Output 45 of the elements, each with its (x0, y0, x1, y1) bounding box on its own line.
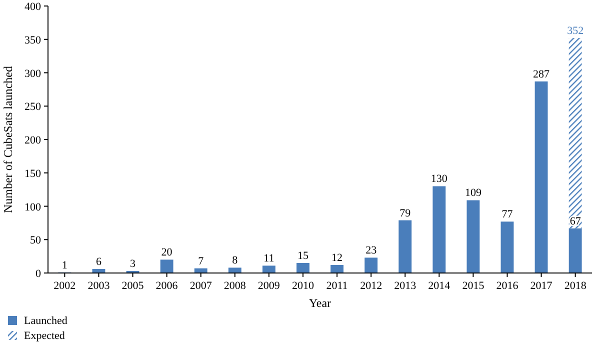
legend-label: Launched (24, 315, 68, 327)
data-label: 287 (533, 68, 550, 80)
x-tick-label: 2008 (224, 280, 246, 292)
y-axis-title: Number of CubeSats launched (1, 66, 15, 213)
y-tick-label: 200 (24, 134, 42, 146)
y-tick-label: 0 (36, 268, 42, 280)
x-tick-label: 2014 (428, 280, 451, 292)
x-tick-label: 2010 (292, 280, 314, 292)
x-tick-label: 2005 (122, 280, 144, 292)
x-tick-label: 2006 (156, 280, 178, 292)
x-tick-label: 2013 (394, 280, 417, 292)
data-label: 11 (264, 252, 274, 265)
data-label: 109 (464, 187, 482, 200)
x-tick-label: 2017 (530, 280, 553, 292)
data-label: 12 (332, 252, 343, 264)
y-tick-label: 50 (30, 234, 42, 247)
data-label: 20 (161, 246, 173, 259)
x-tick-label: 2015 (462, 280, 485, 292)
y-tick-label: 300 (24, 68, 42, 80)
x-axis-title: Year (308, 296, 332, 310)
y-tick-label: 150 (24, 168, 42, 180)
data-label: 3 (130, 258, 136, 270)
y-tick-label: 400 (24, 1, 42, 13)
x-tick-label: 2018 (564, 280, 587, 292)
data-label: 130 (430, 173, 448, 186)
x-tick-label: 2016 (496, 280, 519, 292)
data-label: 79 (400, 207, 412, 220)
data-label: 7 (198, 255, 204, 268)
legend-label: Expected (24, 330, 66, 342)
y-tick-label: 350 (24, 34, 42, 46)
x-tick-label: 2007 (190, 280, 212, 292)
x-tick-label: 2012 (360, 280, 382, 292)
y-tick-label: 250 (24, 101, 42, 114)
data-label: 15 (297, 250, 309, 262)
x-tick-label: 2009 (258, 280, 280, 292)
data-label: 1 (62, 259, 68, 272)
total-label: 352 (567, 25, 584, 38)
x-tick-label: 2002 (54, 280, 76, 292)
y-tick-label: 100 (24, 201, 42, 214)
x-tick-label: 2003 (88, 280, 110, 292)
data-label: 77 (502, 208, 514, 221)
x-tick-label: 2011 (326, 280, 348, 292)
data-label: 6 (96, 256, 102, 268)
data-label: 23 (366, 244, 378, 257)
data-label: 8 (232, 254, 238, 267)
